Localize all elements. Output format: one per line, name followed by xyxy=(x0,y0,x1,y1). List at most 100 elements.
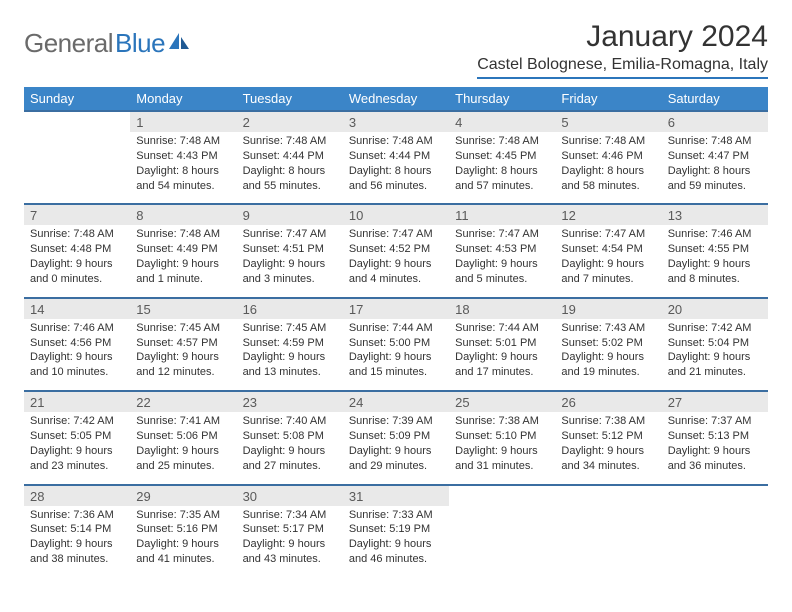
daylight-text-1: Daylight: 8 hours xyxy=(668,164,762,179)
location-text: Castel Bolognese, Emilia-Romagna, Italy xyxy=(477,56,768,79)
sunset-text: Sunset: 4:49 PM xyxy=(136,242,230,257)
week-number-row: 21222324252627 xyxy=(24,391,768,412)
sunset-text: Sunset: 5:00 PM xyxy=(349,336,443,351)
sunset-text: Sunset: 4:46 PM xyxy=(561,149,655,164)
day-number: 2 xyxy=(237,111,343,132)
daylight-text-1: Daylight: 9 hours xyxy=(243,257,337,272)
day-details: Sunrise: 7:48 AMSunset: 4:49 PMDaylight:… xyxy=(130,225,236,297)
week-number-row: 123456 xyxy=(24,111,768,132)
empty-cell xyxy=(449,485,555,506)
sunrise-text: Sunrise: 7:38 AM xyxy=(455,414,549,429)
sunset-text: Sunset: 5:08 PM xyxy=(243,429,337,444)
dow-tuesday: Tuesday xyxy=(237,87,343,111)
sunrise-text: Sunrise: 7:48 AM xyxy=(561,134,655,149)
daylight-text-1: Daylight: 9 hours xyxy=(243,350,337,365)
calendar-table: Sunday Monday Tuesday Wednesday Thursday… xyxy=(24,87,768,577)
day-details: Sunrise: 7:47 AMSunset: 4:52 PMDaylight:… xyxy=(343,225,449,297)
day-number: 18 xyxy=(449,298,555,319)
week-detail-row: Sunrise: 7:46 AMSunset: 4:56 PMDaylight:… xyxy=(24,319,768,391)
dow-friday: Friday xyxy=(555,87,661,111)
sunrise-text: Sunrise: 7:44 AM xyxy=(455,321,549,336)
sunset-text: Sunset: 5:05 PM xyxy=(30,429,124,444)
sunrise-text: Sunrise: 7:37 AM xyxy=(668,414,762,429)
daylight-text-1: Daylight: 9 hours xyxy=(30,350,124,365)
sunrise-text: Sunrise: 7:42 AM xyxy=(668,321,762,336)
sunrise-text: Sunrise: 7:40 AM xyxy=(243,414,337,429)
sunset-text: Sunset: 5:13 PM xyxy=(668,429,762,444)
empty-cell xyxy=(662,506,768,577)
daylight-text-1: Daylight: 8 hours xyxy=(243,164,337,179)
day-number: 3 xyxy=(343,111,449,132)
week-detail-row: Sunrise: 7:48 AMSunset: 4:48 PMDaylight:… xyxy=(24,225,768,297)
daylight-text-1: Daylight: 9 hours xyxy=(561,444,655,459)
daylight-text-2: and 12 minutes. xyxy=(136,365,230,380)
daylight-text-1: Daylight: 9 hours xyxy=(243,444,337,459)
day-number: 11 xyxy=(449,204,555,225)
sunset-text: Sunset: 5:17 PM xyxy=(243,522,337,537)
day-number: 15 xyxy=(130,298,236,319)
sunset-text: Sunset: 4:52 PM xyxy=(349,242,443,257)
sunset-text: Sunset: 5:06 PM xyxy=(136,429,230,444)
daylight-text-2: and 46 minutes. xyxy=(349,552,443,567)
logo-text-blue: Blue xyxy=(115,28,165,59)
daylight-text-1: Daylight: 9 hours xyxy=(136,537,230,552)
day-number: 9 xyxy=(237,204,343,225)
day-number: 1 xyxy=(130,111,236,132)
sunset-text: Sunset: 4:53 PM xyxy=(455,242,549,257)
sunrise-text: Sunrise: 7:36 AM xyxy=(30,508,124,523)
sunset-text: Sunset: 5:14 PM xyxy=(30,522,124,537)
daylight-text-2: and 31 minutes. xyxy=(455,459,549,474)
sunset-text: Sunset: 5:10 PM xyxy=(455,429,549,444)
sunrise-text: Sunrise: 7:41 AM xyxy=(136,414,230,429)
day-number: 19 xyxy=(555,298,661,319)
title-block: January 2024 Castel Bolognese, Emilia-Ro… xyxy=(477,20,768,79)
daylight-text-1: Daylight: 9 hours xyxy=(243,537,337,552)
day-details: Sunrise: 7:33 AMSunset: 5:19 PMDaylight:… xyxy=(343,506,449,577)
sunrise-text: Sunrise: 7:48 AM xyxy=(243,134,337,149)
sunrise-text: Sunrise: 7:35 AM xyxy=(136,508,230,523)
week-detail-row: Sunrise: 7:48 AMSunset: 4:43 PMDaylight:… xyxy=(24,132,768,204)
day-number: 13 xyxy=(662,204,768,225)
daylight-text-1: Daylight: 9 hours xyxy=(455,444,549,459)
day-details: Sunrise: 7:47 AMSunset: 4:54 PMDaylight:… xyxy=(555,225,661,297)
daylight-text-1: Daylight: 9 hours xyxy=(561,257,655,272)
daylight-text-1: Daylight: 9 hours xyxy=(136,444,230,459)
empty-cell xyxy=(449,506,555,577)
sunset-text: Sunset: 4:55 PM xyxy=(668,242,762,257)
week-detail-row: Sunrise: 7:42 AMSunset: 5:05 PMDaylight:… xyxy=(24,412,768,484)
sunrise-text: Sunrise: 7:34 AM xyxy=(243,508,337,523)
sunset-text: Sunset: 4:59 PM xyxy=(243,336,337,351)
day-number: 28 xyxy=(24,485,130,506)
sunset-text: Sunset: 4:44 PM xyxy=(243,149,337,164)
daylight-text-1: Daylight: 9 hours xyxy=(349,537,443,552)
daylight-text-1: Daylight: 8 hours xyxy=(561,164,655,179)
daylight-text-1: Daylight: 9 hours xyxy=(30,444,124,459)
month-title: January 2024 xyxy=(477,20,768,54)
day-details: Sunrise: 7:48 AMSunset: 4:45 PMDaylight:… xyxy=(449,132,555,204)
sunrise-text: Sunrise: 7:38 AM xyxy=(561,414,655,429)
dow-saturday: Saturday xyxy=(662,87,768,111)
daylight-text-2: and 19 minutes. xyxy=(561,365,655,380)
day-number: 24 xyxy=(343,391,449,412)
daylight-text-1: Daylight: 9 hours xyxy=(668,257,762,272)
empty-cell xyxy=(555,485,661,506)
day-number: 25 xyxy=(449,391,555,412)
dow-thursday: Thursday xyxy=(449,87,555,111)
daylight-text-2: and 57 minutes. xyxy=(455,179,549,194)
sunrise-text: Sunrise: 7:43 AM xyxy=(561,321,655,336)
daylight-text-1: Daylight: 9 hours xyxy=(136,350,230,365)
daylight-text-1: Daylight: 8 hours xyxy=(455,164,549,179)
daylight-text-2: and 43 minutes. xyxy=(243,552,337,567)
sunrise-text: Sunrise: 7:47 AM xyxy=(349,227,443,242)
dow-monday: Monday xyxy=(130,87,236,111)
daylight-text-1: Daylight: 9 hours xyxy=(668,444,762,459)
daylight-text-1: Daylight: 9 hours xyxy=(349,444,443,459)
sunrise-text: Sunrise: 7:42 AM xyxy=(30,414,124,429)
empty-cell xyxy=(24,111,130,132)
sunrise-text: Sunrise: 7:47 AM xyxy=(561,227,655,242)
day-number: 10 xyxy=(343,204,449,225)
sunset-text: Sunset: 5:01 PM xyxy=(455,336,549,351)
day-number: 5 xyxy=(555,111,661,132)
day-details: Sunrise: 7:35 AMSunset: 5:16 PMDaylight:… xyxy=(130,506,236,577)
sunrise-text: Sunrise: 7:39 AM xyxy=(349,414,443,429)
